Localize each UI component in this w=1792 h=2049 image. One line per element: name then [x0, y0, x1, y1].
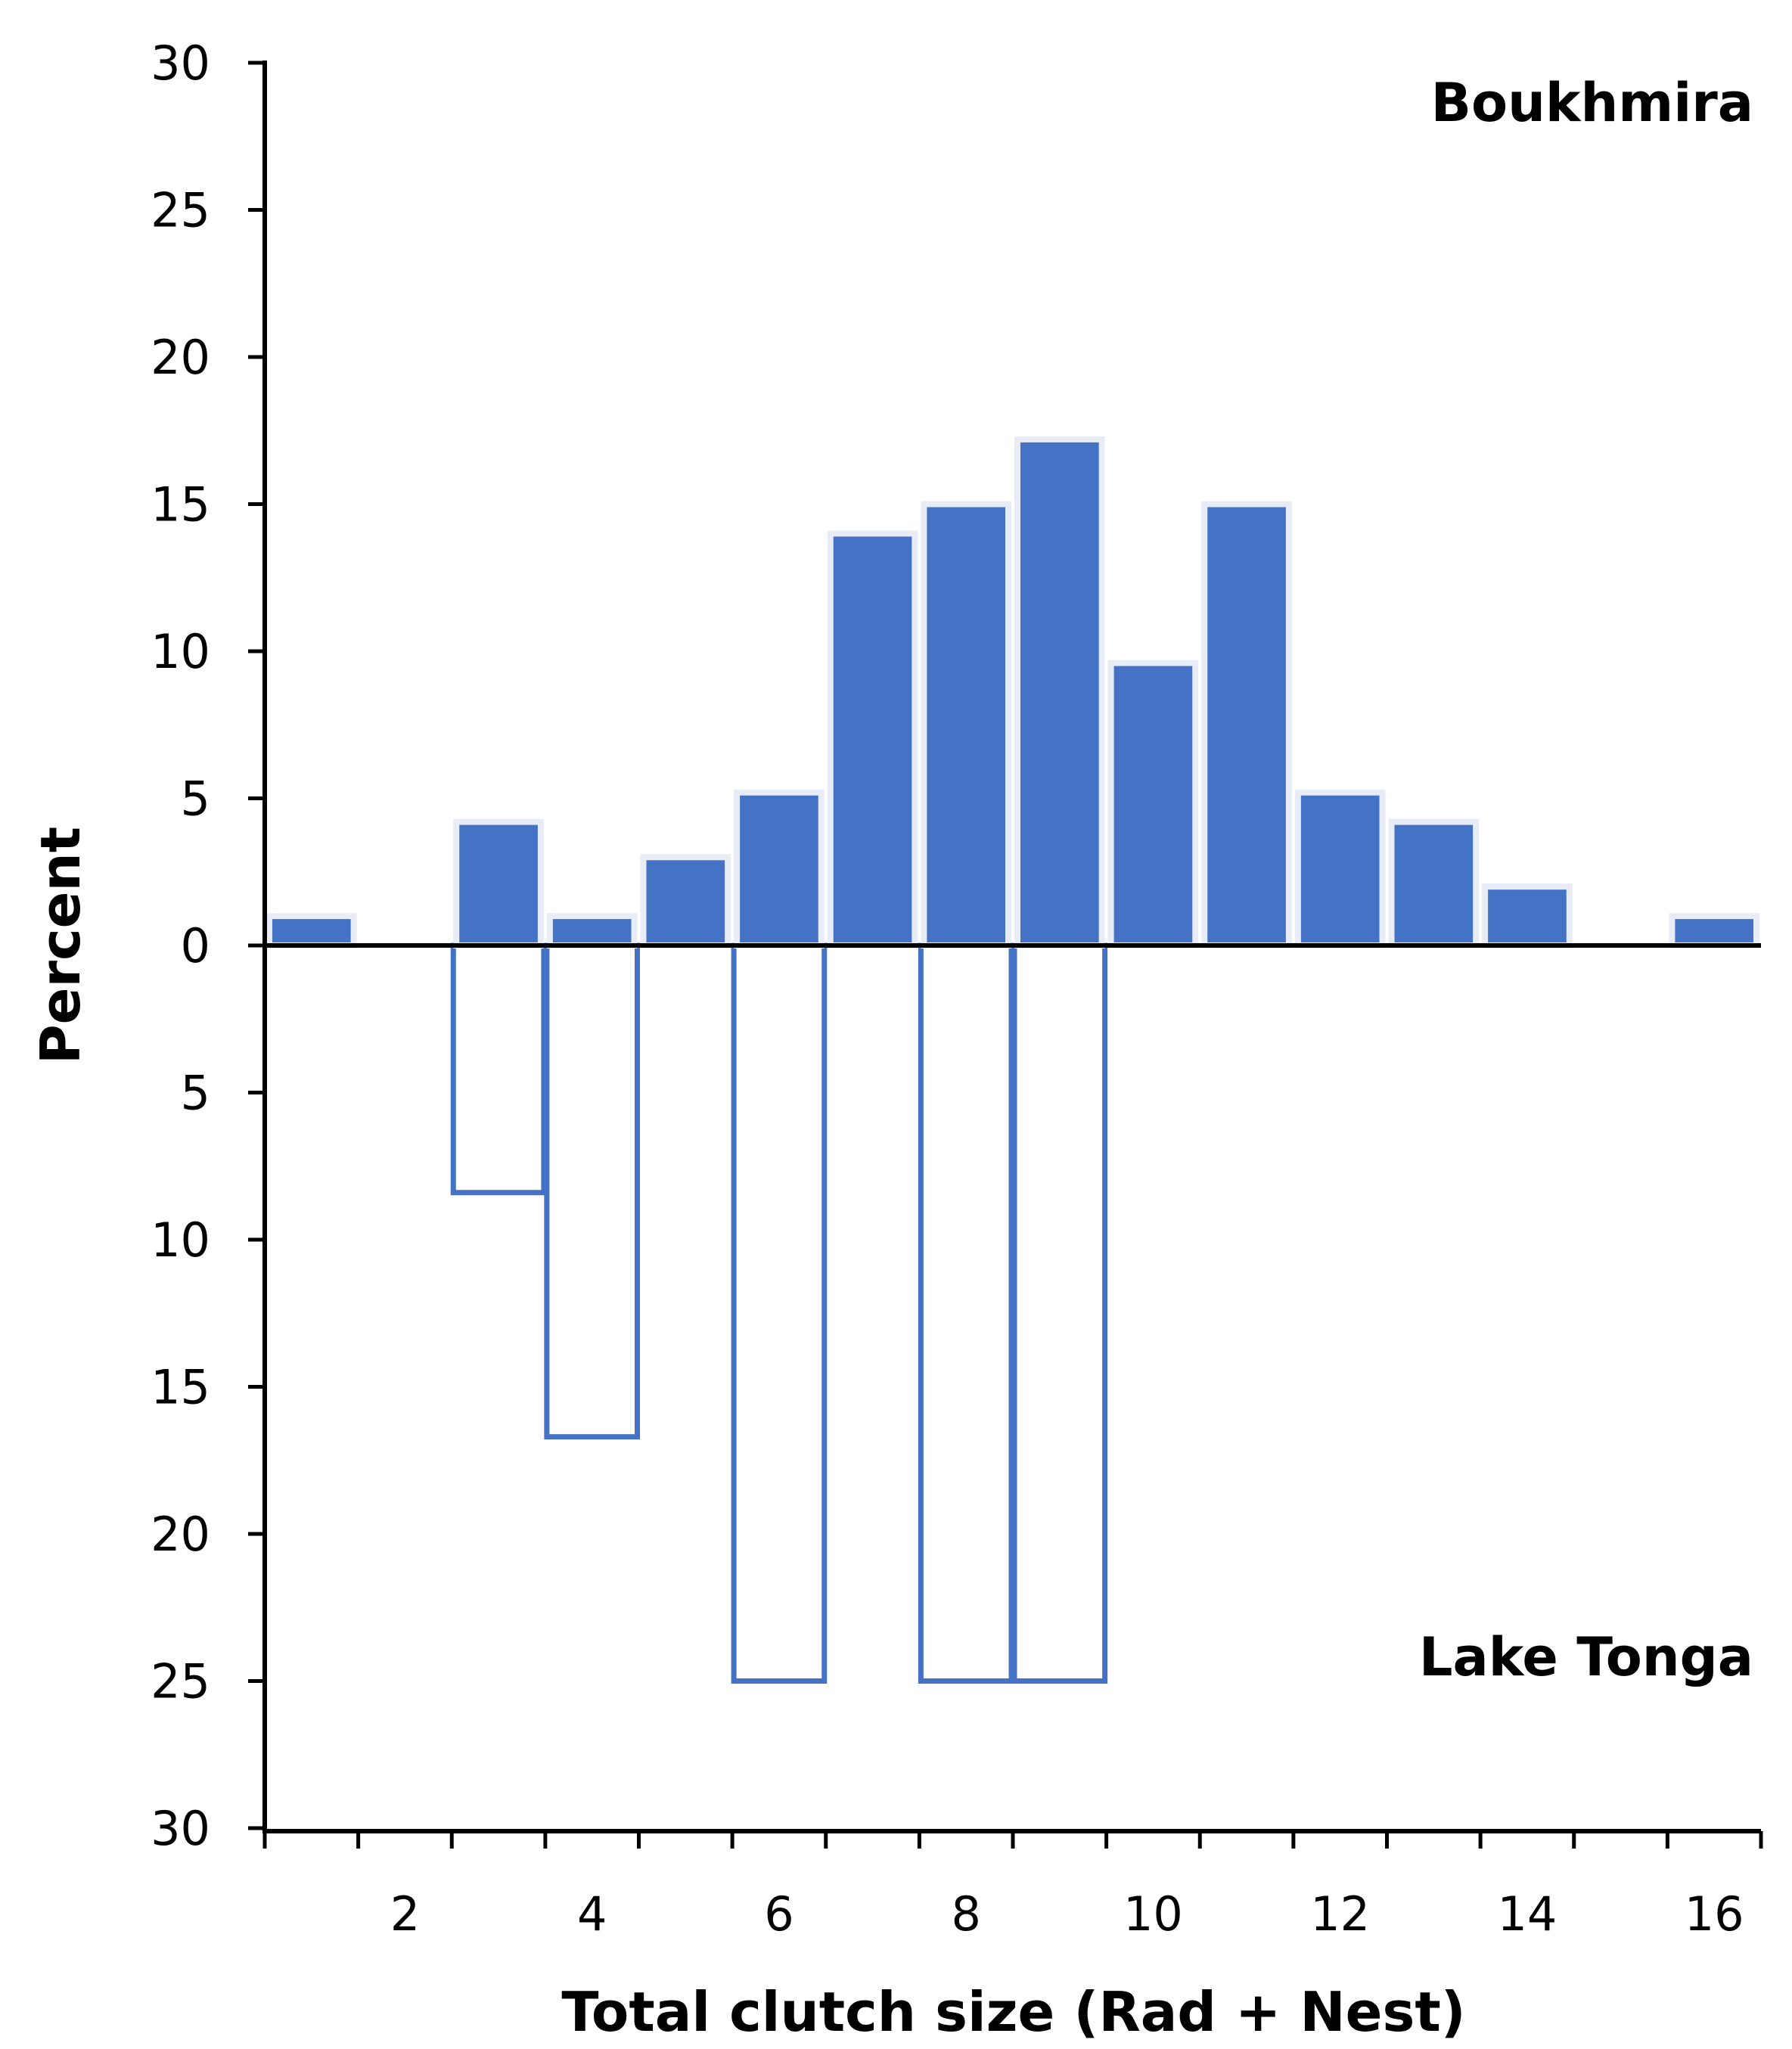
lake-tonga-bars — [450, 942, 1108, 1684]
lake-tonga-bar-9 — [1011, 942, 1108, 1684]
boukhmira-bar-10 — [1107, 660, 1199, 948]
y-tick-label-up-15: 15 — [151, 477, 210, 532]
y-tick-label-down-20: 20 — [151, 1507, 210, 1562]
tick-labels: 0 5 10 15 20 25 30 5 10 15 20 25 30 2 4 6 8 10 12 14 16 — [151, 36, 1744, 1942]
x-tick-label-10: 10 — [1123, 1886, 1183, 1942]
lake-tonga-bar-6 — [731, 942, 828, 1684]
x-tick-label-8: 8 — [951, 1886, 980, 1942]
y-tick-label-up-30: 30 — [151, 36, 210, 91]
x-tick-label-2: 2 — [390, 1886, 420, 1942]
y-tick-label-up-20: 20 — [151, 330, 210, 385]
y-tick-label-down-30: 30 — [151, 1801, 210, 1856]
boukhmira-bar-1 — [266, 913, 357, 948]
boukhmira-bar-14 — [1482, 883, 1573, 948]
boukhmira-bars — [266, 436, 1759, 949]
ticks — [248, 61, 1763, 1849]
panel-label-boukhmira: Boukhmira — [1431, 72, 1753, 134]
boukhmira-bar-16 — [1669, 913, 1759, 948]
y-tick-label-down-25: 25 — [151, 1654, 210, 1709]
y-tick-label-down-15: 15 — [151, 1360, 210, 1415]
x-tick-label-4: 4 — [577, 1886, 607, 1942]
y-tick-label-up-25: 25 — [151, 183, 210, 238]
boukhmira-bar-3 — [453, 818, 544, 948]
y-tick-label-up-0: 0 — [181, 918, 210, 973]
x-tick-label-12: 12 — [1310, 1886, 1370, 1942]
x-tick-label-14: 14 — [1497, 1886, 1557, 1942]
boukhmira-bar-13 — [1388, 818, 1480, 948]
boukhmira-bar-6 — [734, 789, 825, 948]
boukhmira-bar-5 — [640, 854, 731, 949]
boukhmira-bar-12 — [1294, 789, 1386, 948]
panel-label-lake-tonga: Lake Tonga — [1419, 1626, 1753, 1688]
boukhmira-bar-11 — [1201, 501, 1292, 948]
x-axis-title: Total clutch size (Rad + Nest) — [561, 1980, 1465, 2044]
x-tick-label-6: 6 — [764, 1886, 794, 1942]
x-tick-label-16: 16 — [1685, 1886, 1744, 1942]
boukhmira-bar-7 — [827, 530, 918, 948]
boukhmira-bar-8 — [921, 501, 1011, 948]
boukhmira-bar-9 — [1014, 436, 1105, 948]
boukhmira-bar-4 — [546, 913, 638, 948]
lake-tonga-bar-4 — [544, 942, 640, 1440]
y-tick-label-down-5: 5 — [181, 1066, 210, 1121]
y-tick-label-up-10: 10 — [151, 624, 210, 679]
y-tick-label-up-5: 5 — [181, 771, 210, 827]
y-axis-title: Percent — [29, 827, 92, 1064]
lake-tonga-bar-3 — [450, 942, 547, 1196]
y-tick-label-down-10: 10 — [151, 1212, 210, 1268]
lake-tonga-bar-8 — [918, 942, 1014, 1684]
